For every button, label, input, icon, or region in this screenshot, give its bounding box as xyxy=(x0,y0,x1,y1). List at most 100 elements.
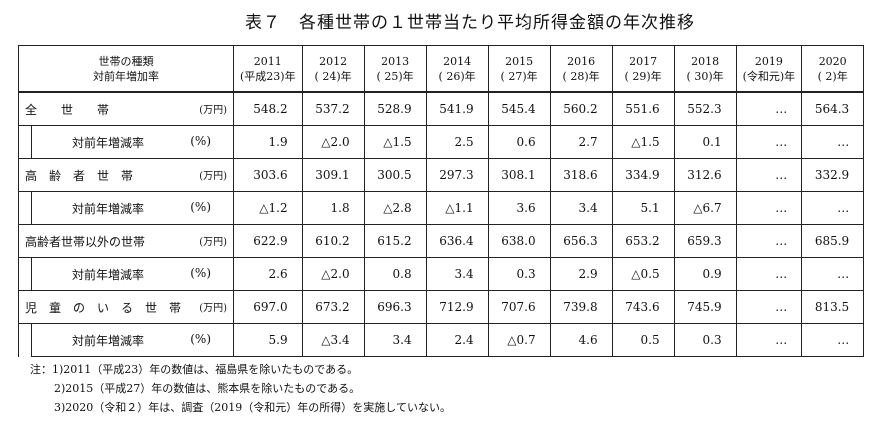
value-cell: 560.2 xyxy=(549,91,613,126)
rate-cell: △2.0 xyxy=(301,257,365,291)
year: 2013 xyxy=(381,54,410,68)
year-header: 2020( 2)年 xyxy=(801,45,865,93)
value-cell: 548.2 xyxy=(233,91,303,126)
rate-label: 対前年増減率 (%) xyxy=(31,191,234,225)
notes: 注：1)2011（平成23）年の数値は、福島県を除いたものである。 2)2015（… xyxy=(30,360,451,417)
era: (平成23)年 xyxy=(240,69,296,83)
era: ( 29)年 xyxy=(624,69,662,83)
year-header: 2012( 24)年 xyxy=(301,45,365,93)
year: 2014 xyxy=(443,54,472,68)
year: 2018 xyxy=(691,54,720,68)
rate-unit: (%) xyxy=(190,265,211,280)
rate-cell: 0.8 xyxy=(363,257,427,291)
row-label-wrap: 全 世 帯 (万円) xyxy=(25,101,227,118)
value-cell: 303.6 xyxy=(233,158,303,192)
era: ( 2)年 xyxy=(817,69,848,83)
rate-cell: 2.9 xyxy=(549,257,613,291)
rate-row: 対前年増減率 (%) 2.6 △2.0 0.8 3.4 0.3 2.9 △0.5 0.9…… xyxy=(18,257,865,291)
value-cell: 537.2 xyxy=(301,91,365,126)
value-cell: … xyxy=(735,224,803,258)
rate-cell: 5.1 xyxy=(611,191,675,225)
value-row: 全 世 帯 (万円) 548.2 537.2 528.9 541.9 545.4 560.2 5… xyxy=(18,91,865,126)
header-label: 世帯の種類 対前年増加率 xyxy=(18,45,234,93)
era: ( 25)年 xyxy=(376,69,414,83)
era: (令和元)年 xyxy=(742,69,796,83)
rate-label-wrap: 対前年増減率 (%) xyxy=(72,200,211,217)
value-row: 高齢者世帯以外の世帯 (万円) 622.9 610.2 615.2 636.4 638.0 6… xyxy=(18,224,865,258)
rate-cell: △0.5 xyxy=(611,257,675,291)
rate-row: 対前年増減率 (%) 1.9 △2.0 △1.5 2.5 0.6 2.7 △1.5 0.1…… xyxy=(18,125,865,159)
year-header: 2018( 30)年 xyxy=(673,45,737,93)
value-cell: 610.2 xyxy=(301,224,365,258)
value-cell: 318.6 xyxy=(549,158,613,192)
value-cell: 813.5 xyxy=(801,290,865,324)
group-name: 全 世 帯 xyxy=(25,102,110,117)
rate-cell: … xyxy=(735,125,803,159)
rate-cell: 0.3 xyxy=(487,257,551,291)
year-header: 2015( 27)年 xyxy=(487,45,551,93)
rate-label: 対前年増減率 (%) xyxy=(31,125,234,159)
indent xyxy=(18,125,32,159)
note: 注：1)2011（平成23）年の数値は、福島県を除いたものである。 xyxy=(30,363,359,376)
rate-cell: △1.2 xyxy=(233,191,303,225)
value-cell: 707.6 xyxy=(487,290,551,324)
value-cell: 638.0 xyxy=(487,224,551,258)
rate-label-wrap: 対前年増減率 (%) xyxy=(72,134,211,151)
rate-cell: … xyxy=(735,257,803,291)
rate-cell: 2.5 xyxy=(425,125,489,159)
row-label: 全 世 帯 (万円) xyxy=(18,91,234,126)
rate-cell: △1.5 xyxy=(611,125,675,159)
header-label-line: 対前年増加率 xyxy=(93,69,159,83)
row-label: 高 齢 者 世 帯 (万円) xyxy=(18,158,234,192)
value-cell: 308.1 xyxy=(487,158,551,192)
value-cell: 656.3 xyxy=(549,224,613,258)
row-label-wrap: 児 童 の い る 世 帯 (万円) xyxy=(25,299,227,316)
row-label-wrap: 高齢者世帯以外の世帯 (万円) xyxy=(25,233,227,250)
rate-name: 対前年増減率 xyxy=(72,201,145,216)
value-cell: 551.6 xyxy=(611,91,675,126)
rate-label: 対前年増減率 (%) xyxy=(31,257,234,291)
year: 2017 xyxy=(629,54,658,68)
unit: (万円) xyxy=(199,236,227,248)
year: 2020 xyxy=(818,54,847,68)
era: ( 24)年 xyxy=(314,69,352,83)
indent xyxy=(18,323,32,357)
year: 2019 xyxy=(754,54,783,68)
rate-cell: 2.7 xyxy=(549,125,613,159)
rate-unit: (%) xyxy=(190,133,211,148)
unit: (万円) xyxy=(199,302,227,314)
value-cell: … xyxy=(735,290,803,324)
unit: (万円) xyxy=(199,170,227,182)
value-cell: 300.5 xyxy=(363,158,427,192)
rate-cell: … xyxy=(801,125,865,159)
rate-cell: △3.4 xyxy=(301,323,365,357)
value-cell: 564.3 xyxy=(801,91,865,126)
rate-cell: 3.4 xyxy=(425,257,489,291)
rate-cell: 0.6 xyxy=(487,125,551,159)
rate-cell: △0.7 xyxy=(487,323,551,357)
group-name: 高 齢 者 世 帯 xyxy=(25,168,134,183)
rate-cell: … xyxy=(801,191,865,225)
note: 3)2020（令和２）年は、調査（2019（令和元）年の所得）を実施していない。 xyxy=(54,401,451,414)
header-row: 世帯の種類 対前年増加率 2011 (平成23)年 2012( 24)年 2013( 25… xyxy=(18,45,865,93)
rate-label-wrap: 対前年増減率 (%) xyxy=(72,266,211,283)
rate-name: 対前年増減率 xyxy=(72,135,145,150)
income-table: 世帯の種類 対前年増加率 2011 (平成23)年 2012( 24)年 2013( 25… xyxy=(18,45,865,357)
value-cell: 552.3 xyxy=(673,91,737,126)
rate-unit: (%) xyxy=(190,199,211,214)
era: ( 26)年 xyxy=(438,69,476,83)
value-cell: 685.9 xyxy=(801,224,865,258)
table-body: 世帯の種類 対前年増加率 2011 (平成23)年 2012( 24)年 2013( 25… xyxy=(18,45,865,357)
rate-cell: 3.4 xyxy=(549,191,613,225)
value-row: 高 齢 者 世 帯 (万円) 303.6 309.1 300.5 297.3 308.1 31… xyxy=(18,158,865,192)
rate-cell: 3.4 xyxy=(363,323,427,357)
rate-cell: △2.8 xyxy=(363,191,427,225)
rate-cell: 2.6 xyxy=(233,257,303,291)
year: 2016 xyxy=(567,54,596,68)
value-cell: … xyxy=(735,91,803,126)
value-cell: 312.6 xyxy=(673,158,737,192)
rate-row: 対前年増減率 (%) △1.2 1.8 △2.8 △1.1 3.6 3.4 5.1 △6.7…… xyxy=(18,191,865,225)
value-row: 児 童 の い る 世 帯 (万円) 697.0 673.2 696.3 712.9 707… xyxy=(18,290,865,324)
row-label: 高齢者世帯以外の世帯 (万円) xyxy=(18,224,234,258)
